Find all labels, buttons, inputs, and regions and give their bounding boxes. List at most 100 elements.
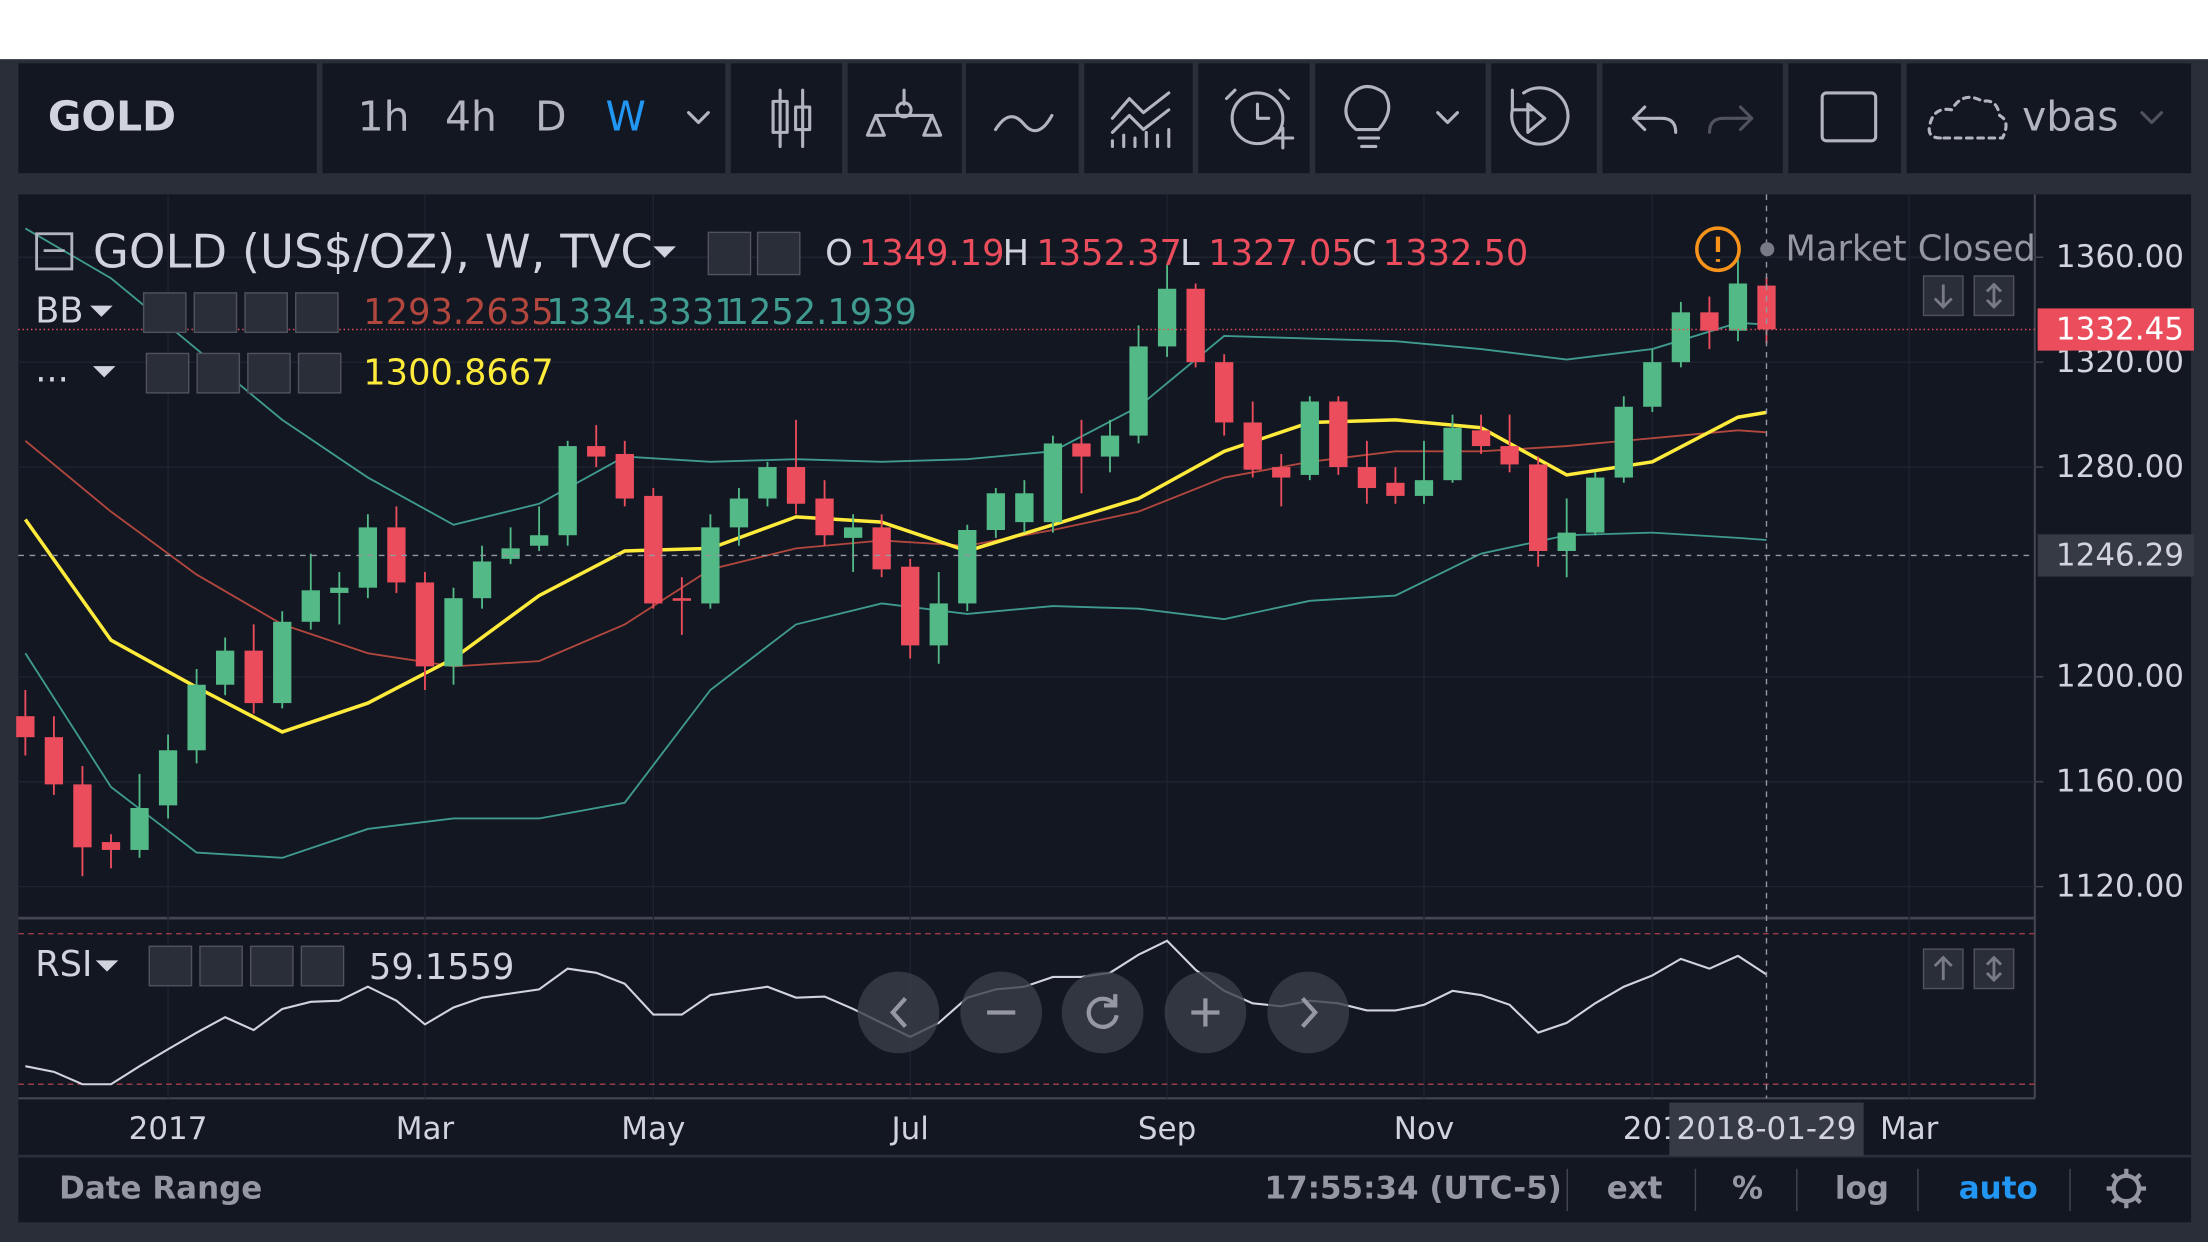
crosshair-date-label: 2018-01-29 <box>1677 1111 1857 1147</box>
candle-body <box>1700 312 1719 331</box>
x-tick-label: Mar <box>1880 1111 1939 1147</box>
scroll-right[interactable] <box>1267 971 1350 1054</box>
dropdown[interactable] <box>95 960 119 972</box>
last-price-label: 1332.45 <box>2056 311 2184 347</box>
undo-redo <box>1602 63 1783 174</box>
settings-button[interactable] <box>196 352 241 394</box>
candle-body <box>1500 446 1519 465</box>
candle-body <box>501 548 520 559</box>
candle-body <box>1414 480 1434 496</box>
candle-body <box>1300 401 1319 475</box>
y-tick-label: 1280.00 <box>2056 449 2184 485</box>
option-active[interactable]: auto <box>1959 1170 2038 1206</box>
candle-body <box>1728 283 1748 331</box>
eye-button[interactable] <box>142 292 187 334</box>
x-tick-label: May <box>621 1111 685 1147</box>
candle-body <box>101 842 121 850</box>
interval[interactable]: 1h <box>358 93 410 141</box>
add-button[interactable] <box>247 352 291 394</box>
x-tick-label: Nov <box>1394 1111 1454 1147</box>
eye-button[interactable] <box>145 352 190 394</box>
settings-button[interactable] <box>199 945 243 987</box>
indicators-button[interactable] <box>1084 63 1193 174</box>
candle-body <box>929 603 948 646</box>
candle-body <box>130 807 149 850</box>
candle-body <box>587 446 606 457</box>
top-bar <box>0 0 2208 60</box>
candle-body <box>986 493 1005 530</box>
option[interactable]: ext <box>1607 1170 1663 1206</box>
candle-body <box>1528 464 1548 551</box>
remove-button[interactable] <box>297 352 342 394</box>
candle-body <box>415 582 435 667</box>
y-tick-label: 1200.00 <box>2056 659 2184 695</box>
indicator-value: 1293.2635 <box>363 292 553 333</box>
fullscreen-button[interactable] <box>1788 63 1902 174</box>
ohlc-value: 1349.19 <box>859 233 1005 274</box>
candle-body <box>558 446 577 536</box>
collapse-icon[interactable] <box>35 232 74 271</box>
candle-body <box>1643 362 1662 407</box>
crosshair-price-box <box>2037 534 2194 577</box>
candle-body <box>1243 422 1262 470</box>
settings-button[interactable] <box>193 292 238 334</box>
candle-body <box>644 495 663 604</box>
overlay-line <box>23 410 1767 734</box>
remove-button[interactable] <box>300 945 345 987</box>
candle-body <box>1586 477 1605 533</box>
alert-button[interactable] <box>1198 63 1310 174</box>
symbol-button[interactable] <box>18 63 317 174</box>
eye-button[interactable] <box>148 945 193 987</box>
interval[interactable]: 4h <box>445 93 497 141</box>
candle-body <box>16 716 35 738</box>
candle-body <box>1043 443 1063 523</box>
candle-body <box>1557 532 1576 551</box>
candle-body <box>1357 467 1377 489</box>
line-icon <box>994 113 1054 133</box>
x-tick-label: Jul <box>890 1111 929 1147</box>
interval-group <box>322 63 726 174</box>
candle-body <box>273 621 292 704</box>
save-button[interactable] <box>1906 63 2192 174</box>
candle-body <box>44 737 64 785</box>
symbol[interactable]: GOLD <box>48 93 176 141</box>
remove-button[interactable] <box>295 292 339 334</box>
candle-body <box>1072 443 1091 457</box>
crosshair-price-label: 1246.29 <box>2056 537 2184 573</box>
ideas-button[interactable] <box>1315 63 1486 174</box>
scroll-left[interactable] <box>857 971 940 1054</box>
warning-icon[interactable] <box>1695 226 1741 273</box>
candle-body <box>1671 312 1691 363</box>
x-tick-label: Sep <box>1138 1111 1196 1147</box>
candle-body <box>1386 482 1405 496</box>
dropdown[interactable] <box>653 246 676 258</box>
axes: 1120.001160.001200.001280.001320.001360.… <box>129 239 2194 1157</box>
settings-icon[interactable] <box>2106 1168 2147 1209</box>
candle-body <box>244 650 263 704</box>
interval-active[interactable]: W <box>606 93 646 141</box>
eye-button[interactable] <box>707 231 752 276</box>
dropdown[interactable] <box>92 366 116 378</box>
candle-body <box>529 535 549 546</box>
candle-body <box>1443 427 1462 481</box>
alarm-icon <box>1230 91 1285 146</box>
plot <box>16 194 2035 1099</box>
reset[interactable] <box>1061 971 1144 1054</box>
x-tick-label: Mar <box>396 1111 455 1147</box>
add-button[interactable] <box>249 945 294 987</box>
settings-button[interactable] <box>756 231 801 276</box>
candle-body <box>786 467 806 504</box>
indicator-icon <box>1110 91 1171 148</box>
compare-icon <box>895 101 913 119</box>
add-button[interactable] <box>244 292 288 334</box>
line-tool-button[interactable] <box>966 63 1079 174</box>
option[interactable]: % <box>1732 1170 1763 1206</box>
candle-icon <box>771 99 789 134</box>
date-range[interactable]: Date Range <box>59 1170 262 1206</box>
account[interactable]: vbas <box>2022 93 2118 141</box>
option[interactable]: log <box>1835 1170 1889 1206</box>
interval[interactable]: D <box>535 93 566 141</box>
indicator-name: BB <box>35 291 83 332</box>
dropdown[interactable] <box>90 305 113 317</box>
